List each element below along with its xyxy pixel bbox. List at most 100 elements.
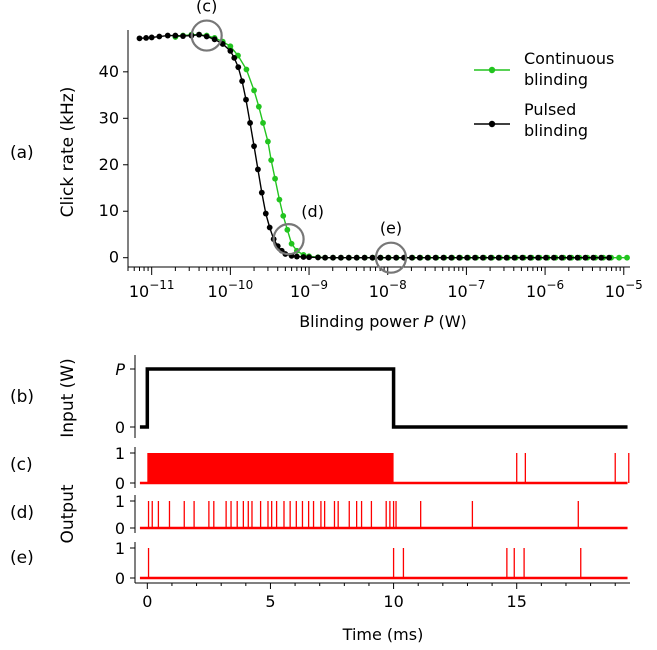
pulsed-point [156,33,163,40]
x-tick-label: 10−5 [605,278,643,301]
x-tick-label: 10−11 [129,278,175,301]
pulsed-point [416,254,423,261]
y-tick-label: 0 [115,519,125,538]
x-tick-label: 0 [142,592,152,611]
pulsed-point [300,254,307,260]
pulsed-point [558,254,565,261]
pulsed-point [211,36,218,43]
input-axis-label: Input (W) [58,358,78,438]
pulsed-point [203,33,210,40]
x-tick-label: 10 [383,592,403,611]
time-axis-label: Time (ms) [342,625,424,644]
continuous-point [260,120,266,126]
pulsed-point [479,254,486,261]
legend: Continuous blinding Pulsed blinding [474,49,614,140]
pulsed-point [143,35,150,41]
continuous-point [284,226,291,233]
x-tick-label: 10−7 [447,278,485,301]
pulsed-point [606,254,612,261]
x-tick-label: 10−9 [290,278,328,301]
pulsed-point [487,254,494,261]
continuous-point [288,240,295,247]
x-tick-label: 10−10 [208,278,254,301]
pulsed-point [511,254,518,261]
pulsed-point [322,254,329,261]
pulsed-point [590,254,597,261]
time-trace-plot: Input (W) Output Time (ms) P0(b)10(c)10(… [10,355,630,644]
pulsed-point [598,254,605,261]
continuous-point [280,212,287,219]
pulsed-point [247,120,253,126]
annotation-circle [374,241,408,274]
pulsed-point [432,254,439,261]
legend-marker-continuous [488,66,496,74]
pulsed-point [293,253,300,260]
pulsed-point [337,254,344,261]
continuous-point [243,66,250,73]
click-rate-plot: (a) Click rate (kHz) Blinding power P (W… [10,0,643,331]
continuous-point [624,254,630,261]
pulsed-point [464,254,470,261]
pulsed-point [330,254,336,261]
pulsed-point [582,254,589,261]
panel-label: (b) [10,387,34,407]
pulsed-point [361,254,368,261]
pulsed-point [345,254,352,261]
continuous-point [227,43,234,50]
y-tick-label: 0 [115,418,125,437]
pulsed-point [255,166,261,173]
pulsed-point [408,254,415,261]
pulsed-point [353,254,360,261]
pulsed-point [266,224,273,231]
legend-continuous-line1: Continuous [524,49,614,68]
legend-pulsed-line1: Pulsed [524,100,576,119]
y-tick-label: 0 [109,248,119,267]
x-axis-label: Blinding power P (W) [299,312,467,331]
continuous-point [251,87,257,94]
y-tick-label: 0 [115,569,125,588]
pulsed-point [385,254,392,261]
pulsed-point [306,254,312,261]
x-tick-label: 5 [265,592,275,611]
continuous-point [276,196,283,203]
panel-label: (e) [10,548,34,568]
y-axis-label: Click rate (kHz) [58,87,78,218]
pulsed-point [574,254,581,261]
pulsed-point [519,254,526,261]
pulsed-point [148,34,155,41]
input-trace [139,367,628,429]
pulsed-point [239,78,246,85]
pulsed-point [180,33,186,39]
pulsed-point [219,41,226,47]
x-tick-label: 10−6 [526,278,564,301]
pulsed-point [377,254,384,261]
pulsed-point [235,64,242,71]
pulsed-point [472,254,478,261]
pulsed-point [527,254,534,261]
annotation-label: (e) [380,219,402,238]
y-tick-label: 1 [115,539,125,558]
pulsed-line [139,33,610,259]
pulsed-point [262,210,269,217]
panel-label: (d) [10,503,34,523]
pulsed-point [231,54,238,61]
y-tick-label: P [115,360,125,379]
continuous-point [272,175,278,182]
legend-continuous-line2: blinding [524,70,588,89]
continuous-point [616,254,622,261]
x-tick-label: 15 [507,592,527,611]
pulsed-point [369,254,376,261]
pulsed-point [440,254,447,261]
pulsed-point [495,254,502,261]
pulsed-point [456,254,463,261]
pulsed-point [550,254,557,261]
pulsed-point [393,254,399,261]
pulsed-point [243,96,249,103]
pulsed-point [315,254,321,261]
y-tick-label: 0 [115,474,125,493]
x-tick-label: 10−8 [369,278,407,301]
y-tick-label: 20 [99,155,119,174]
pulsed-point [172,32,179,39]
y-tick-label: 40 [99,62,119,81]
continuous-point [268,157,275,164]
